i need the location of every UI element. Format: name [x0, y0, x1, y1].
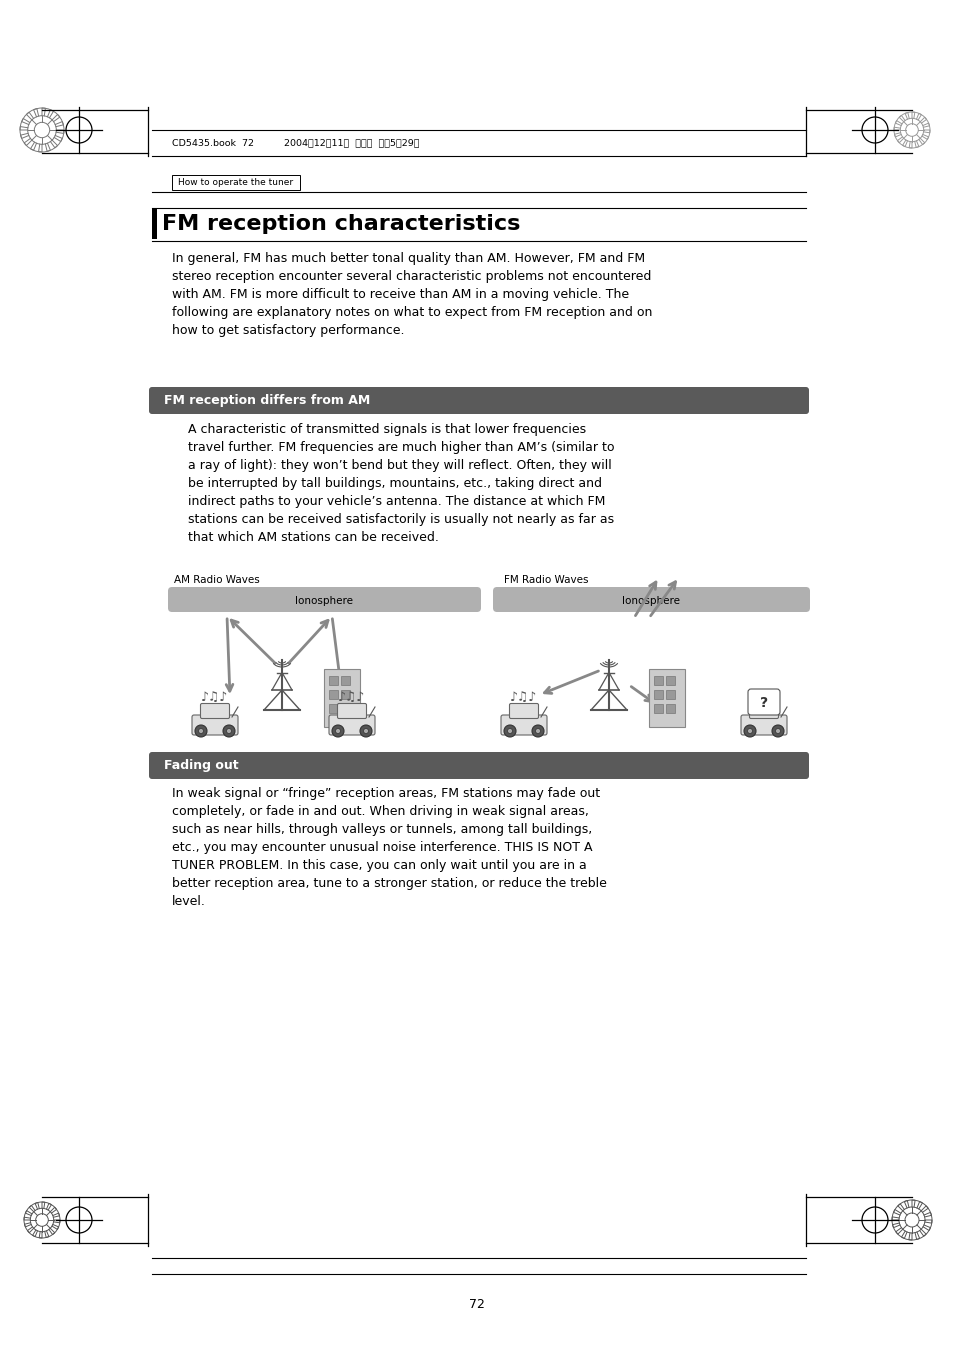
Circle shape — [535, 728, 540, 734]
Text: FM reception differs from AM: FM reception differs from AM — [164, 394, 370, 407]
Circle shape — [335, 728, 340, 734]
FancyBboxPatch shape — [200, 704, 230, 719]
FancyBboxPatch shape — [493, 586, 809, 612]
Bar — [152, 209, 157, 239]
Text: ♪♫♪: ♪♫♪ — [201, 690, 229, 704]
FancyBboxPatch shape — [337, 704, 366, 719]
Text: ♪♫♪: ♪♫♪ — [338, 690, 365, 704]
FancyBboxPatch shape — [329, 715, 375, 735]
FancyBboxPatch shape — [509, 704, 537, 719]
Circle shape — [503, 725, 516, 738]
Bar — [329, 676, 337, 685]
Bar — [340, 676, 350, 685]
Bar — [340, 704, 350, 713]
Circle shape — [771, 725, 783, 738]
Circle shape — [198, 728, 203, 734]
FancyBboxPatch shape — [500, 715, 546, 735]
Text: AM Radio Waves: AM Radio Waves — [173, 576, 259, 585]
Circle shape — [775, 728, 780, 734]
FancyBboxPatch shape — [149, 386, 808, 413]
Text: Ionosphere: Ionosphere — [622, 596, 679, 605]
Text: How to operate the tuner: How to operate the tuner — [178, 178, 294, 186]
FancyBboxPatch shape — [749, 704, 778, 719]
Bar — [665, 690, 675, 698]
FancyBboxPatch shape — [747, 689, 780, 715]
Text: FM reception characteristics: FM reception characteristics — [162, 213, 519, 234]
Circle shape — [532, 725, 543, 738]
Bar — [654, 704, 662, 713]
Bar — [648, 669, 684, 727]
Circle shape — [743, 725, 755, 738]
Bar — [329, 690, 337, 698]
FancyBboxPatch shape — [168, 586, 480, 612]
Bar — [329, 704, 337, 713]
Text: ♪♫♪: ♪♫♪ — [510, 690, 537, 704]
Circle shape — [747, 728, 752, 734]
Bar — [665, 676, 675, 685]
Bar — [172, 176, 299, 190]
Text: In general, FM has much better tonal quality than AM. However, FM and FM
stereo : In general, FM has much better tonal qua… — [172, 253, 652, 336]
Circle shape — [332, 725, 344, 738]
Bar — [654, 676, 662, 685]
Text: In weak signal or “fringe” reception areas, FM stations may fade out
completely,: In weak signal or “fringe” reception are… — [172, 788, 606, 908]
Circle shape — [226, 728, 232, 734]
Bar — [340, 690, 350, 698]
Text: A characteristic of transmitted signals is that lower frequencies
travel further: A characteristic of transmitted signals … — [188, 423, 614, 544]
Bar — [665, 704, 675, 713]
Text: CD5435.book  72          2004年12月11日  土曜日  午後5時29分: CD5435.book 72 2004年12月11日 土曜日 午後5時29分 — [172, 139, 419, 147]
FancyBboxPatch shape — [192, 715, 237, 735]
Bar — [654, 690, 662, 698]
FancyBboxPatch shape — [149, 753, 808, 780]
Circle shape — [363, 728, 368, 734]
Text: 72: 72 — [469, 1298, 484, 1312]
Text: ?: ? — [760, 696, 767, 711]
Text: Fading out: Fading out — [164, 759, 238, 771]
Circle shape — [507, 728, 512, 734]
Text: Ionosphere: Ionosphere — [295, 596, 354, 605]
Bar — [324, 669, 359, 727]
Circle shape — [359, 725, 372, 738]
FancyBboxPatch shape — [740, 715, 786, 735]
Text: FM Radio Waves: FM Radio Waves — [503, 576, 588, 585]
Circle shape — [223, 725, 234, 738]
Circle shape — [194, 725, 207, 738]
